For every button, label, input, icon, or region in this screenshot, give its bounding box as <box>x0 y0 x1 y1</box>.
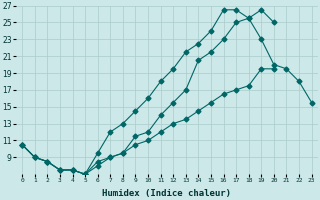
X-axis label: Humidex (Indice chaleur): Humidex (Indice chaleur) <box>102 189 231 198</box>
